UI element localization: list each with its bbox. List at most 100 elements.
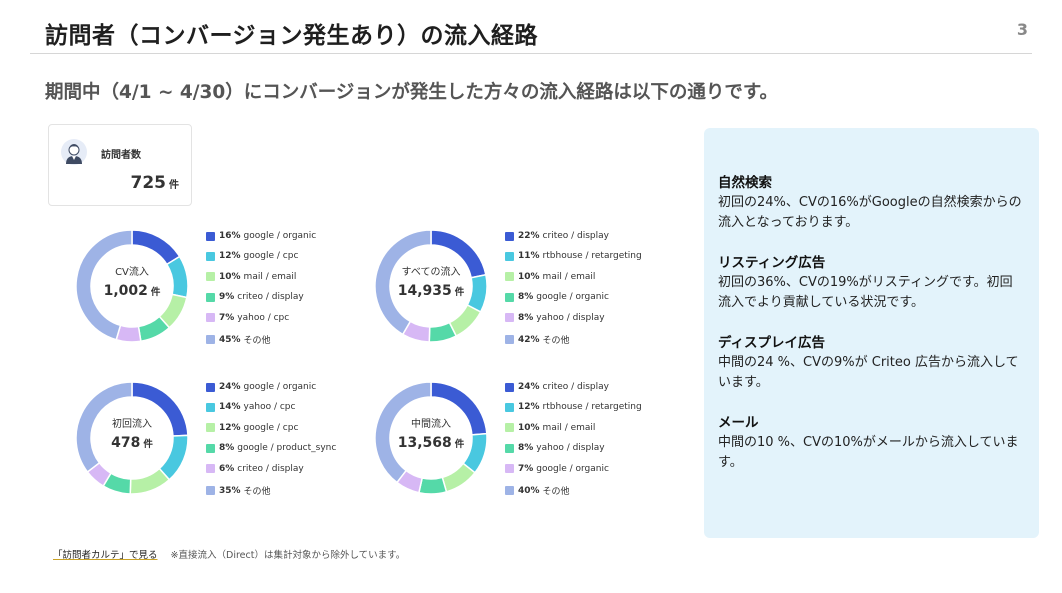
legend-percent: 35% <box>219 485 241 496</box>
page-number: 3 <box>1016 20 1028 39</box>
legend-item: 12% google / cpc <box>206 423 298 435</box>
legend-percent: 16% <box>219 231 241 241</box>
legend-name: mail / email <box>542 422 596 433</box>
header-divider <box>30 53 1032 54</box>
legend-name: mail / email <box>243 271 297 282</box>
visitor-count-unit: 件 <box>169 180 179 191</box>
legend-item: 8% google / product_sync <box>206 443 336 455</box>
legend-name: その他 <box>243 487 271 497</box>
legend-item: 12% google / cpc <box>206 251 298 263</box>
footer-note: ※直接流入（Direct）は集計対象から除外しています。 <box>170 550 406 561</box>
donut-center-unit: 件 <box>150 287 161 298</box>
donut-center-number: 478 <box>111 435 141 451</box>
legend-swatch <box>505 335 514 344</box>
insight-title: リスティング広告 <box>718 255 826 271</box>
legend-item: 7% yahoo / cpc <box>206 313 289 325</box>
legend-swatch <box>505 443 514 453</box>
insight-section: ディスプレイ広告中間の24 %、CVの9%が Criteo 広告から流入していま… <box>718 333 1025 393</box>
legend-percent: 8% <box>518 443 534 454</box>
legend-percent: 12% <box>518 402 540 413</box>
legend-item: 45% その他 <box>206 333 271 346</box>
insight-title: ディスプレイ広告 <box>718 335 826 351</box>
legend-item: 10% mail / email <box>505 272 595 284</box>
legend-name: criteo / display <box>237 463 304 474</box>
legend-name: google / cpc <box>243 251 299 262</box>
legend-name: yahoo / cpc <box>237 312 290 323</box>
donut-center-value: 1,002 件 <box>75 283 189 299</box>
legend-swatch <box>206 335 215 344</box>
legend-swatch <box>505 313 514 323</box>
legend-name: google / organic <box>243 382 317 392</box>
legend-percent: 22% <box>518 231 540 241</box>
legend-swatch <box>206 423 215 433</box>
legend-name: google / product_sync <box>237 443 337 454</box>
legend-item: 8% yahoo / display <box>505 313 605 325</box>
insight-body: 初回の36%、CVの19%がリスティングです。初回流入でより貢献している状況です… <box>718 275 1013 310</box>
legend-name: criteo / display <box>542 231 609 241</box>
legend-item: 35% その他 <box>206 484 271 497</box>
legend-name: criteo / display <box>237 292 304 303</box>
insight-body: 初回の24%、CVの16%がGoogleの自然検索からの流入となっております。 <box>718 195 1022 230</box>
legend-item: 10% mail / email <box>505 423 595 435</box>
legend-name: その他 <box>542 336 570 346</box>
insight-title: メール <box>718 415 759 431</box>
legend-percent: 24% <box>219 382 241 392</box>
legend-item: 7% google / organic <box>505 464 609 476</box>
legend-swatch <box>505 464 514 474</box>
legend-swatch <box>206 382 215 392</box>
legend-percent: 24% <box>518 382 540 392</box>
donut-center-unit: 件 <box>454 439 465 450</box>
legend-swatch <box>505 231 514 241</box>
legend-percent: 7% <box>219 312 235 323</box>
legend-item: 6% criteo / display <box>206 464 304 476</box>
donut-slice <box>75 381 133 473</box>
legend-percent: 8% <box>219 443 235 454</box>
legend-item: 11% rtbhouse / retargeting <box>505 251 642 263</box>
legend-swatch <box>206 272 215 282</box>
legend-percent: 9% <box>219 292 235 303</box>
donut-center-label: すべての流入 <box>401 267 461 278</box>
legend-name: google / organic <box>536 463 609 474</box>
donut-svg <box>374 381 488 495</box>
legend-percent: 8% <box>518 312 534 323</box>
insight-section: 自然検索 初回の24%、CVの16%がGoogleの自然検索からの流入となっており… <box>718 173 1025 233</box>
donut-center-value: 478 件 <box>75 435 189 451</box>
legend-item: 16% google / organic <box>206 231 316 243</box>
donut-center-value: 14,935 件 <box>374 283 488 299</box>
donut-chart: すべての流入 14,935 件 <box>374 229 488 343</box>
donut-svg <box>374 229 488 343</box>
legend-swatch <box>505 402 514 412</box>
legend-name: yahoo / display <box>536 443 605 454</box>
donut-center-number: 13,568 <box>397 435 452 451</box>
legend-swatch <box>505 292 514 302</box>
insight-body: 中間の24 %、CVの9%が Criteo 広告から流入しています。 <box>718 355 1019 390</box>
legend-swatch <box>206 443 215 453</box>
donut-center: 中間流入 13,568 件 <box>374 381 488 495</box>
donut-center: CV流入 1,002 件 <box>75 229 189 343</box>
legend-swatch <box>206 402 215 412</box>
person-avatar-icon <box>61 139 87 165</box>
legend-item: 8% google / organic <box>505 292 609 304</box>
legend-swatch <box>505 272 514 282</box>
donut-slice <box>374 381 432 484</box>
donut-center-label: 中間流入 <box>411 419 451 430</box>
donut-chart: 中間流入 13,568 件 <box>374 381 488 495</box>
legend-swatch <box>206 313 215 323</box>
donut-center-label: 初回流入 <box>112 419 152 430</box>
visitor-count-card: 訪問者数 725 件 <box>48 124 192 206</box>
legend-swatch <box>505 423 514 433</box>
legend-item: 14% yahoo / cpc <box>206 402 295 414</box>
legend-swatch <box>505 251 514 261</box>
legend-percent: 45% <box>219 334 241 345</box>
legend-item: 24% google / organic <box>206 382 316 394</box>
legend-item: 8% yahoo / display <box>505 443 605 455</box>
legend-item: 12% rtbhouse / retargeting <box>505 402 642 414</box>
legend-swatch <box>206 292 215 302</box>
donut-slice <box>75 229 133 341</box>
donut-center-label: CV流入 <box>115 267 149 278</box>
legend-swatch <box>505 486 514 495</box>
legend-percent: 12% <box>219 251 241 262</box>
visitor-karte-link[interactable]: 「訪問者カルテ」で見る <box>53 550 158 561</box>
visitor-count-value: 725 件 <box>131 173 180 193</box>
legend-item: 40% その他 <box>505 484 570 497</box>
